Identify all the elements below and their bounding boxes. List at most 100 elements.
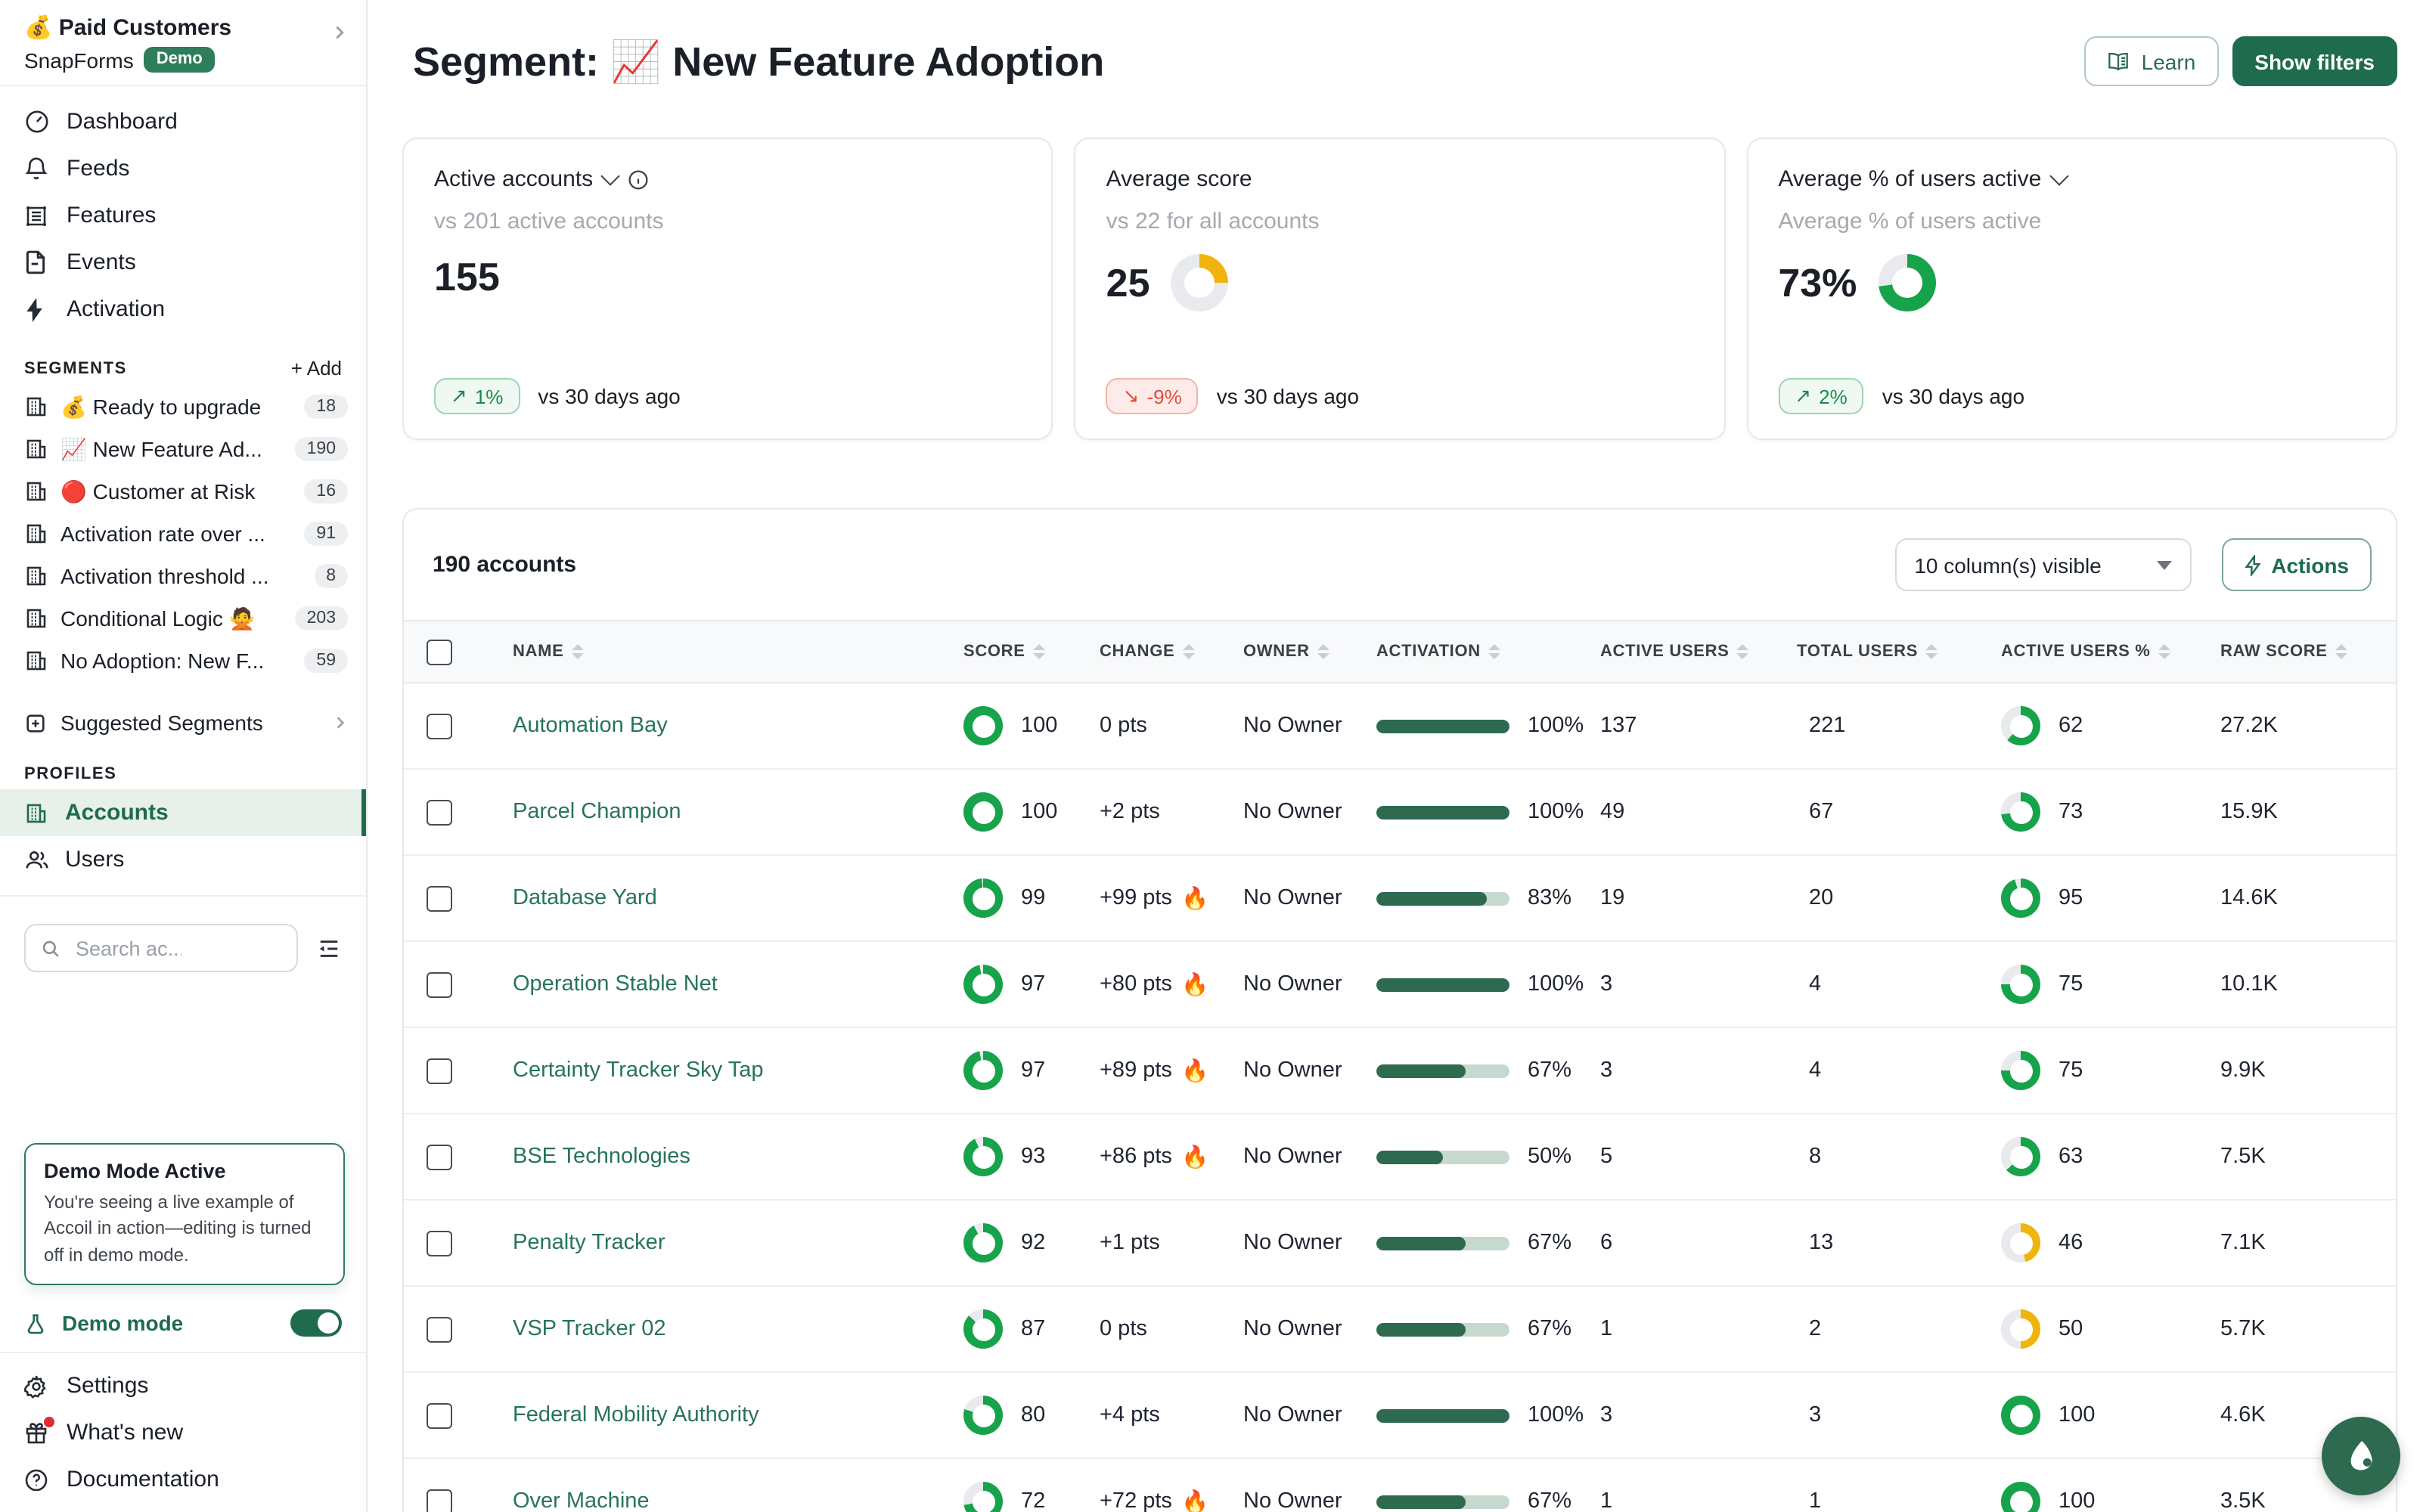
segment-count-badge: 91 — [304, 522, 348, 546]
sidebar-segment-item[interactable]: 📈 New Feature Ad... 190 — [0, 428, 366, 470]
cell-owner: No Owner — [1219, 1317, 1352, 1341]
sidebar-item-activation[interactable]: Activation — [0, 286, 366, 333]
actions-button[interactable]: Actions — [2221, 538, 2372, 591]
row-checkbox[interactable] — [426, 1489, 451, 1512]
cell-name: Federal Mobility Authority — [473, 1403, 942, 1427]
row-checkbox[interactable] — [426, 1230, 451, 1256]
metric-sub-label: vs 22 for all accounts — [1106, 209, 1320, 234]
account-name-link[interactable]: BSE Technologies — [513, 1145, 690, 1169]
account-name-link[interactable]: Automation Bay — [513, 714, 668, 738]
sidebar-item-settings[interactable]: Settings — [0, 1362, 366, 1409]
column-header-label: TOTAL USERS — [1797, 643, 1919, 661]
search-box — [24, 924, 298, 972]
account-name-link[interactable]: Penalty Tracker — [513, 1231, 666, 1255]
sidebar-segment-item[interactable]: Conditional Logic 🙅 203 — [0, 597, 366, 640]
cell-raw-score: 9.9K — [2196, 1058, 2396, 1083]
column-header-activation[interactable]: ACTIVATION — [1352, 643, 1576, 661]
segment-count-badge: 203 — [294, 606, 348, 631]
learn-button[interactable]: Learn — [2083, 36, 2219, 86]
sidebar-segment-item[interactable]: 🔴 Customer at Risk 16 — [0, 470, 366, 513]
column-header-total-users[interactable]: TOTAL USERS — [1773, 643, 1977, 661]
add-segment-button[interactable]: + Add — [290, 357, 342, 380]
column-header-active-users[interactable]: ACTIVE USERS — [1576, 643, 1773, 661]
account-name-link[interactable]: Over Machine — [513, 1489, 650, 1512]
fire-icon: 🔥 — [1181, 887, 1209, 911]
sidebar-segment-item[interactable]: Activation rate over ... 91 — [0, 513, 366, 555]
column-header-score[interactable]: SCORE — [942, 643, 1075, 661]
sort-icon — [571, 644, 584, 659]
sidebar-item-events[interactable]: Events — [0, 239, 366, 286]
account-name-link[interactable]: Certainty Tracker Sky Tap — [513, 1058, 764, 1083]
progress-ring — [963, 1309, 1003, 1349]
column-header-raw-score[interactable]: RAW SCORE — [2196, 643, 2396, 661]
chat-launcher-button[interactable] — [2322, 1417, 2400, 1495]
column-header-change[interactable]: CHANGE — [1075, 643, 1219, 661]
sidebar-item-dashboard[interactable]: Dashboard — [0, 98, 366, 145]
cell-change: +4 pts — [1075, 1403, 1219, 1427]
columns-visible-dropdown[interactable]: 10 column(s) visible — [1894, 538, 2192, 591]
cell-owner: No Owner — [1219, 1403, 1352, 1427]
demo-notice-body: You're seeing a live example of Accoil i… — [44, 1191, 312, 1266]
segment-label: Activation rate over ... — [60, 522, 265, 546]
bell-icon — [24, 156, 50, 181]
trend-period: vs 30 days ago — [1882, 384, 2025, 408]
activation-bar — [1376, 978, 1509, 991]
row-checkbox[interactable] — [426, 1058, 451, 1083]
cell-active-users-pct: 73 — [1977, 792, 2196, 832]
account-name-link[interactable]: Operation Stable Net — [513, 972, 718, 996]
metric-card-label-row: Average score — [1106, 166, 1694, 192]
main-content: Segment: 📈 New Feature Adoption Learn Sh… — [368, 0, 2420, 1512]
column-header-active-users-pct[interactable]: ACTIVE USERS % — [1977, 643, 2196, 661]
search-icon — [41, 938, 60, 958]
sidebar-item-documentation[interactable]: Documentation — [0, 1456, 366, 1503]
activation-bar — [1376, 1408, 1509, 1422]
workspace-header[interactable]: 💰 Paid Customers SnapForms Demo — [0, 0, 366, 86]
cell-change: +2 pts — [1075, 800, 1219, 824]
sidebar-segment-item[interactable]: 💰 Ready to upgrade 18 — [0, 386, 366, 428]
sidebar-item-features[interactable]: Features — [0, 192, 366, 239]
cell-active-users: 1 — [1576, 1317, 1773, 1341]
account-name-link[interactable]: Parcel Champion — [513, 800, 681, 824]
demo-mode-toggle[interactable] — [290, 1309, 342, 1337]
column-header-name[interactable]: NAME — [473, 643, 942, 661]
progress-ring — [2001, 1396, 2040, 1435]
sidebar-item-feeds[interactable]: Feeds — [0, 145, 366, 192]
bookmark-plus-icon — [24, 711, 47, 734]
row-checkbox[interactable] — [426, 1144, 451, 1170]
sidebar-item-what-s-new[interactable]: What's new — [0, 1409, 366, 1456]
account-name-link[interactable]: VSP Tracker 02 — [513, 1317, 666, 1341]
chevron-down-icon[interactable] — [2049, 166, 2069, 186]
collapse-sidebar-icon[interactable] — [316, 937, 342, 959]
sidebar-segment-item[interactable]: Activation threshold ... 8 — [0, 555, 366, 597]
cell-score: 100 — [942, 706, 1075, 745]
search-input[interactable] — [73, 935, 185, 961]
chevron-down-icon[interactable] — [600, 166, 620, 186]
score-value: 97 — [1021, 1058, 1046, 1083]
metric-card-label-row: Active accounts — [434, 166, 1022, 192]
column-header-owner[interactable]: OWNER — [1219, 643, 1352, 661]
row-checkbox[interactable] — [426, 713, 451, 739]
sidebar-item-accounts[interactable]: Accounts — [0, 789, 366, 836]
cell-score: 80 — [942, 1396, 1075, 1435]
activation-bar-fill — [1376, 805, 1509, 819]
row-checkbox[interactable] — [426, 885, 451, 911]
select-all-checkbox[interactable] — [426, 639, 451, 665]
demo-badge: Demo — [144, 47, 215, 73]
owner-value: No Owner — [1243, 1058, 1342, 1083]
row-checkbox[interactable] — [426, 1316, 451, 1342]
profile-item-label: Accounts — [65, 800, 169, 826]
chevron-right-icon[interactable] — [331, 24, 348, 41]
row-checkbox[interactable] — [426, 799, 451, 825]
account-name-link[interactable]: Database Yard — [513, 886, 657, 910]
account-name-link[interactable]: Federal Mobility Authority — [513, 1403, 759, 1427]
show-filters-button[interactable]: Show filters — [2232, 36, 2397, 86]
sidebar-item-users[interactable]: Users — [0, 836, 366, 883]
building-icon — [24, 801, 48, 825]
sidebar-segment-item[interactable]: No Adoption: New F... 59 — [0, 640, 366, 682]
info-icon[interactable] — [628, 169, 649, 190]
footer-item-label: Documentation — [67, 1467, 219, 1492]
sidebar-item-suggested-segments[interactable]: Suggested Segments — [0, 702, 366, 744]
progress-ring — [2001, 1223, 2040, 1263]
row-checkbox[interactable] — [426, 971, 451, 997]
row-checkbox[interactable] — [426, 1402, 451, 1428]
